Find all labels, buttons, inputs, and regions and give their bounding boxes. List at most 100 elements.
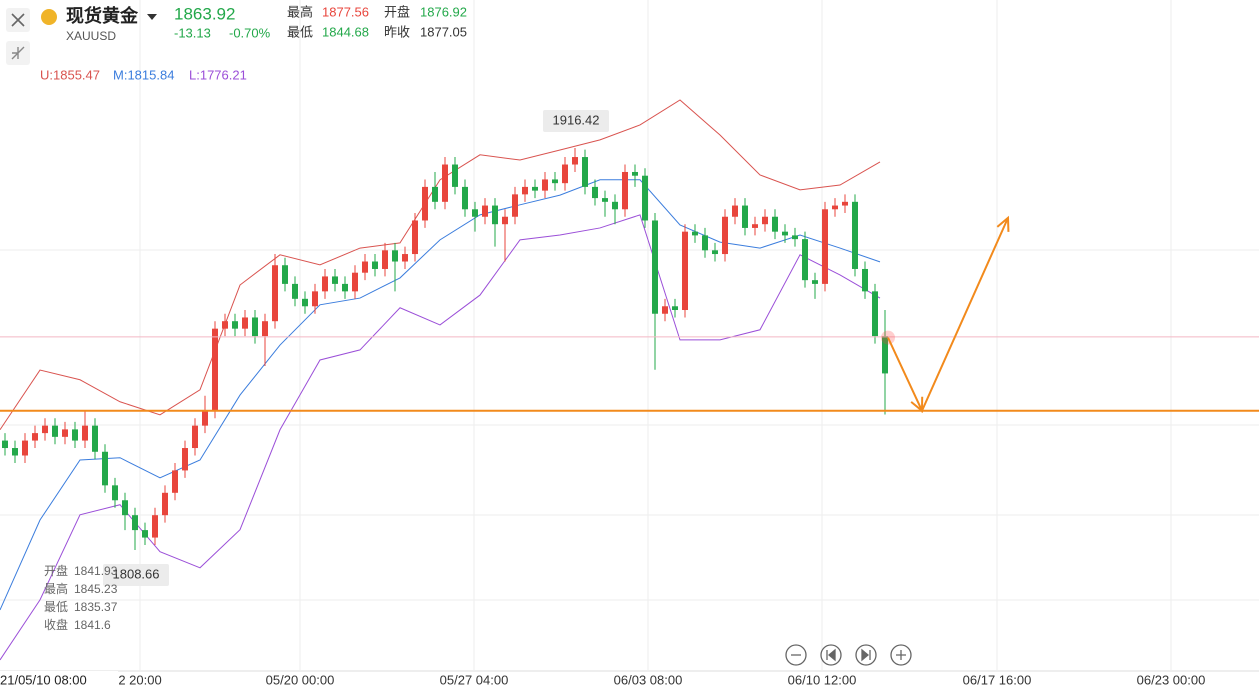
- dropdown-arrow[interactable]: [147, 14, 157, 20]
- candle-body: [262, 321, 268, 337]
- candle-body: [412, 220, 418, 255]
- tooltip-label: 收盘: [44, 617, 68, 632]
- candle-body: [312, 291, 318, 307]
- candle-body: [22, 440, 28, 456]
- legend-entry: U:1855.47: [40, 67, 100, 82]
- candle-body: [612, 201, 618, 210]
- candle-body: [202, 410, 208, 426]
- annotation-layer: 1916.42 1808.66: [0, 110, 1259, 587]
- extreme-label-bg: [103, 564, 169, 587]
- candle-body: [782, 231, 788, 236]
- candle-body: [582, 157, 588, 187]
- extreme-label-bg: [543, 110, 609, 133]
- legend-entry: M:1815.84: [113, 67, 174, 82]
- candle-body: [482, 205, 488, 217]
- candle-body: [272, 265, 278, 322]
- symbol: XAUUSD: [66, 29, 116, 43]
- legend-entry: L:1776.21: [189, 67, 247, 82]
- candle-body: [92, 425, 98, 452]
- candle-body: [322, 276, 328, 292]
- candle-body: [12, 448, 18, 456]
- candle-body: [672, 306, 678, 311]
- change: -13.13: [174, 25, 211, 40]
- candle-body: [652, 220, 658, 314]
- candle-body: [52, 425, 58, 437]
- candle-body: [702, 235, 708, 251]
- candle-body: [542, 179, 548, 191]
- x-tick-label: 06/03 08:00: [614, 672, 683, 687]
- candle-body: [592, 186, 598, 199]
- candle-body: [642, 175, 648, 221]
- band-line: [0, 99, 881, 431]
- candle-body: [172, 470, 178, 493]
- band-line: [0, 214, 881, 661]
- tooltip-value: 1835.37: [74, 600, 118, 614]
- candle-body: [222, 321, 228, 329]
- change-pct: -0.70%: [229, 25, 271, 40]
- arrow-line: [887, 217, 1009, 414]
- arrow-head: [910, 396, 924, 413]
- gold-icon: [41, 9, 57, 25]
- candle-body: [432, 186, 438, 202]
- candle-body: [362, 261, 368, 273]
- candle-body: [302, 298, 308, 307]
- tooltip: 开盘 1841.93 最高 1845.23 最低 1835.37 收盘 1841…: [44, 563, 118, 632]
- candle-body: [352, 272, 358, 292]
- stat-label: 最高: [287, 4, 313, 19]
- candle-body: [572, 157, 578, 165]
- candle-body: [742, 205, 748, 228]
- close-icon: [11, 13, 25, 27]
- candle-body: [712, 250, 718, 255]
- background-grid: [0, 249, 1259, 601]
- candle-body: [872, 291, 878, 337]
- candle-body: [192, 425, 198, 449]
- shrink-icon: [11, 46, 25, 60]
- candle-body: [812, 280, 818, 284]
- candle-body: [752, 224, 758, 228]
- stat-value: 1877.56: [322, 4, 369, 19]
- stat-value: 1876.92: [420, 4, 467, 19]
- x-tick-label: 06/23 00:00: [1137, 672, 1206, 687]
- x-tick-label: 2 20:00: [118, 672, 161, 687]
- candle-body: [602, 198, 608, 202]
- candle-body: [462, 186, 468, 210]
- candle-body: [492, 205, 498, 225]
- candle-body: [132, 515, 138, 531]
- candle-body: [692, 231, 698, 236]
- tooltip-label: 开盘: [44, 563, 68, 578]
- candle-body: [442, 164, 448, 202]
- candle-body: [732, 205, 738, 217]
- tooltip-value: 1845.23: [74, 582, 118, 596]
- candle-body: [232, 321, 238, 329]
- candle-body: [2, 440, 8, 449]
- candle-body: [142, 530, 148, 538]
- tooltip-value: 1841.93: [74, 564, 118, 578]
- stat-label: 昨收: [384, 24, 410, 39]
- candle-body: [382, 250, 388, 269]
- arrow-head: [996, 215, 1010, 232]
- candle-body: [842, 201, 848, 206]
- candle-body: [162, 492, 168, 516]
- candle-body: [32, 433, 38, 441]
- candle-body: [112, 485, 118, 501]
- candle-body: [822, 209, 828, 284]
- tooltip-value: 1841.6: [74, 618, 111, 632]
- candle-body: [392, 250, 398, 262]
- extreme-label: 1916.42: [553, 112, 600, 127]
- candle-body: [512, 194, 518, 217]
- zoom-controls: [785, 644, 912, 666]
- tooltip-label: 最高: [44, 581, 68, 596]
- candle-body: [662, 306, 668, 314]
- candle-body: [62, 429, 68, 437]
- instrument-name[interactable]: 现货黄金: [66, 5, 139, 26]
- stat-value: 1877.05: [420, 24, 467, 39]
- candle-body: [372, 261, 378, 269]
- candle-body: [852, 201, 858, 269]
- candle-body: [722, 216, 728, 255]
- candle-body: [772, 216, 778, 232]
- candle-body: [622, 171, 628, 210]
- stat-label: 开盘: [384, 4, 410, 19]
- x-tick-label: 05/20 00:00: [266, 672, 335, 687]
- x-tick-label: 05/27 04:00: [440, 672, 509, 687]
